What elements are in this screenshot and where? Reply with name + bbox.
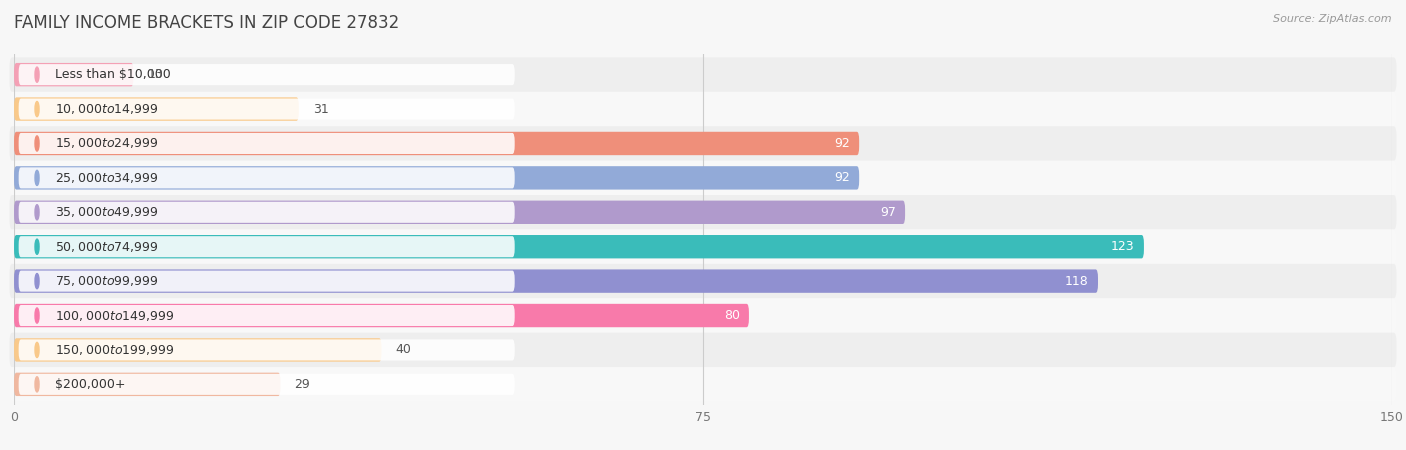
FancyBboxPatch shape [14, 338, 381, 362]
FancyBboxPatch shape [10, 195, 1396, 230]
FancyBboxPatch shape [18, 167, 515, 189]
Text: FAMILY INCOME BRACKETS IN ZIP CODE 27832: FAMILY INCOME BRACKETS IN ZIP CODE 27832 [14, 14, 399, 32]
Circle shape [35, 205, 39, 220]
FancyBboxPatch shape [10, 367, 1396, 401]
Text: $75,000 to $99,999: $75,000 to $99,999 [55, 274, 159, 288]
FancyBboxPatch shape [10, 333, 1396, 367]
FancyBboxPatch shape [14, 373, 280, 396]
FancyBboxPatch shape [18, 236, 515, 257]
FancyBboxPatch shape [14, 166, 859, 189]
Circle shape [35, 239, 39, 254]
FancyBboxPatch shape [18, 99, 515, 120]
FancyBboxPatch shape [18, 133, 515, 154]
Text: Less than $10,000: Less than $10,000 [55, 68, 172, 81]
Text: 40: 40 [395, 343, 411, 356]
Text: $50,000 to $74,999: $50,000 to $74,999 [55, 240, 159, 254]
FancyBboxPatch shape [10, 298, 1396, 333]
Circle shape [35, 136, 39, 151]
Circle shape [35, 102, 39, 117]
Text: $200,000+: $200,000+ [55, 378, 127, 391]
Text: 80: 80 [724, 309, 740, 322]
FancyBboxPatch shape [14, 304, 749, 327]
FancyBboxPatch shape [10, 161, 1396, 195]
FancyBboxPatch shape [10, 264, 1396, 298]
Text: $10,000 to $14,999: $10,000 to $14,999 [55, 102, 159, 116]
FancyBboxPatch shape [18, 202, 515, 223]
Text: 92: 92 [834, 171, 851, 184]
Text: 123: 123 [1111, 240, 1135, 253]
FancyBboxPatch shape [18, 64, 515, 85]
FancyBboxPatch shape [14, 235, 1144, 258]
FancyBboxPatch shape [10, 126, 1396, 161]
Text: $15,000 to $24,999: $15,000 to $24,999 [55, 136, 159, 150]
Text: $100,000 to $149,999: $100,000 to $149,999 [55, 309, 174, 323]
FancyBboxPatch shape [10, 58, 1396, 92]
Text: Source: ZipAtlas.com: Source: ZipAtlas.com [1274, 14, 1392, 23]
FancyBboxPatch shape [10, 92, 1396, 126]
FancyBboxPatch shape [18, 374, 515, 395]
FancyBboxPatch shape [18, 339, 515, 360]
FancyBboxPatch shape [18, 305, 515, 326]
FancyBboxPatch shape [14, 97, 299, 121]
Text: 29: 29 [294, 378, 309, 391]
Text: 97: 97 [880, 206, 896, 219]
FancyBboxPatch shape [14, 132, 859, 155]
FancyBboxPatch shape [14, 270, 1098, 293]
Text: $35,000 to $49,999: $35,000 to $49,999 [55, 205, 159, 219]
Circle shape [35, 274, 39, 289]
Circle shape [35, 170, 39, 185]
Circle shape [35, 342, 39, 357]
Circle shape [35, 67, 39, 82]
Text: 13: 13 [148, 68, 163, 81]
Text: 118: 118 [1066, 274, 1088, 288]
Text: $150,000 to $199,999: $150,000 to $199,999 [55, 343, 174, 357]
FancyBboxPatch shape [10, 230, 1396, 264]
FancyBboxPatch shape [14, 63, 134, 86]
Text: 31: 31 [312, 103, 329, 116]
Circle shape [35, 377, 39, 392]
FancyBboxPatch shape [14, 201, 905, 224]
Text: 92: 92 [834, 137, 851, 150]
FancyBboxPatch shape [18, 270, 515, 292]
Text: $25,000 to $34,999: $25,000 to $34,999 [55, 171, 159, 185]
Circle shape [35, 308, 39, 323]
